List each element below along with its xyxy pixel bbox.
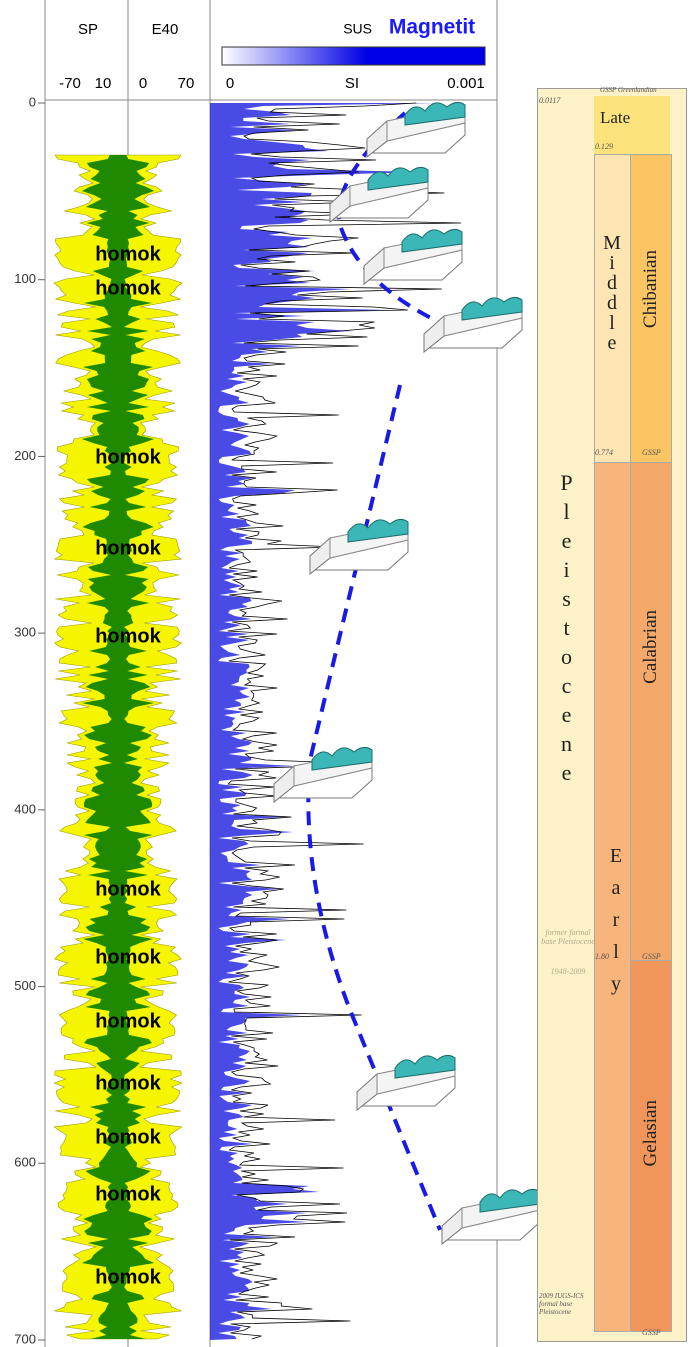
- depth-label: 100: [14, 271, 36, 286]
- sp-tick: 10: [95, 75, 112, 92]
- depth-label: 700: [14, 1331, 36, 1346]
- layer-label: homok: [95, 1266, 161, 1288]
- depth-label: 200: [14, 448, 36, 463]
- layer-label: homok: [95, 1183, 161, 1205]
- stage-label: GSSP Greenlandian: [600, 86, 657, 94]
- block-diagrams: [274, 102, 540, 1244]
- block-diagram: [424, 297, 522, 352]
- e40-title: E40: [152, 21, 179, 38]
- layer-label: homok: [95, 625, 161, 647]
- layer-label: homok: [95, 946, 161, 968]
- middle-label: Middle: [600, 232, 623, 352]
- layer-label: homok: [95, 243, 161, 265]
- mineral-title: Magnetit: [389, 16, 475, 39]
- block-diagram: [274, 747, 372, 802]
- sus-title: SUS: [343, 21, 372, 37]
- chibanian-label: Chibanian: [640, 250, 662, 328]
- layer-label: homok: [95, 277, 161, 299]
- sp-title: SP: [78, 21, 98, 38]
- age-label: 1.80: [595, 952, 609, 961]
- gssp-label: GSSP: [642, 1328, 661, 1337]
- block-diagram: [367, 102, 465, 157]
- layer-label: homok: [95, 446, 161, 468]
- block-diagram: [364, 229, 462, 284]
- calabrian-label: Calabrian: [640, 610, 662, 684]
- layer-label: homok: [95, 1010, 161, 1032]
- former-years: 1948-2009: [540, 967, 596, 976]
- former-base: former formal base Pleistocene: [540, 928, 596, 946]
- page: SP E40 SUS Magnetit -70 10 0 70 0 SI 0.0…: [0, 0, 692, 1347]
- sus-tick: 0.001: [447, 75, 485, 92]
- block-diagram: [310, 519, 408, 574]
- depth-label: 500: [14, 978, 36, 993]
- e40-tick: 70: [178, 75, 195, 92]
- formal-base: 2009 IUGS-ICS formal base Pleistocene: [539, 1292, 591, 1316]
- layer-label: homok: [95, 537, 161, 559]
- block-diagram: [442, 1189, 540, 1244]
- gelasian-label: Gelasian: [640, 1100, 662, 1166]
- age-label: 0.774: [595, 448, 613, 457]
- late-label: Late: [600, 108, 630, 128]
- color-scale: [222, 47, 485, 65]
- layer-label: homok: [95, 1126, 161, 1148]
- sus-tick: SI: [345, 75, 359, 92]
- layer-label: homok: [95, 878, 161, 900]
- depth-label: 600: [14, 1155, 36, 1170]
- sp-tick: -70: [59, 75, 81, 92]
- block-diagram: [330, 167, 428, 222]
- gssp-label: GSSP: [642, 952, 661, 961]
- depth-label: 300: [14, 625, 36, 640]
- age-label: 0.0117: [539, 96, 560, 105]
- calabrian-box: [630, 462, 672, 962]
- e40-tick: 0: [139, 75, 147, 92]
- gssp-label: GSSP: [642, 448, 661, 457]
- early-label: Early: [604, 845, 627, 1005]
- depth-label: 0: [29, 94, 36, 109]
- layer-label: homok: [95, 1072, 161, 1094]
- age-label: 0.129: [595, 142, 613, 151]
- series-label: Pleistocene: [553, 470, 579, 789]
- sus-tick: 0: [226, 75, 234, 92]
- depth-label: 400: [14, 801, 36, 816]
